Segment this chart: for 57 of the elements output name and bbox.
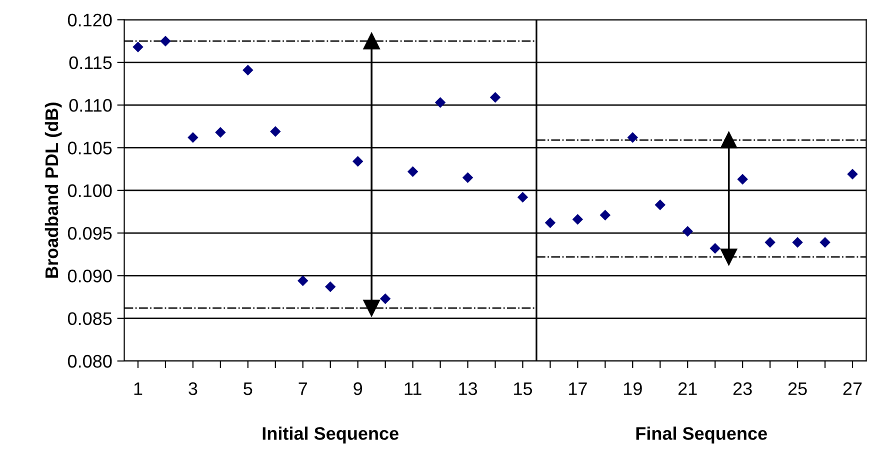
point xyxy=(490,92,501,103)
text: Initial Sequence xyxy=(262,426,398,444)
y-tick-label: 0.120 xyxy=(68,14,112,26)
x-tick-label: 25 xyxy=(788,382,807,396)
x-tick-label: 9 xyxy=(354,382,362,396)
point xyxy=(363,32,380,50)
point xyxy=(792,237,803,248)
point xyxy=(380,293,391,304)
x-tick-label: 13 xyxy=(459,382,478,396)
point xyxy=(324,281,336,292)
x-tick-label: 11 xyxy=(404,382,422,395)
point xyxy=(572,214,584,225)
point xyxy=(407,166,418,177)
text: Final Sequence xyxy=(636,426,767,444)
point xyxy=(737,174,748,185)
point xyxy=(654,200,666,210)
x-tick-label: 19 xyxy=(624,382,642,396)
x-tick-label: 23 xyxy=(733,382,752,396)
y-tick-label: 0.115 xyxy=(69,56,112,70)
point xyxy=(627,132,638,143)
point xyxy=(298,275,308,286)
x-tick-label: 3 xyxy=(188,382,198,396)
point xyxy=(847,168,858,180)
point xyxy=(544,217,556,228)
y-tick-label: 0.090 xyxy=(68,270,112,282)
point xyxy=(270,126,281,137)
y-tick-label: 0.085 xyxy=(68,312,112,326)
x-tick-label: 5 xyxy=(244,382,252,396)
x-tick-label: 21 xyxy=(678,382,697,395)
y-tick-label: 0.105 xyxy=(68,142,112,154)
x-tick-label: 7 xyxy=(298,382,307,395)
x-tick-label: 1 xyxy=(134,382,142,395)
y-tick-label: 0.100 xyxy=(68,184,112,198)
point xyxy=(352,156,364,167)
point xyxy=(242,64,254,76)
point xyxy=(720,132,738,148)
point xyxy=(215,126,226,138)
y-tick-label: 0.110 xyxy=(69,99,112,112)
point xyxy=(820,237,830,248)
point xyxy=(682,226,693,237)
point xyxy=(188,132,198,143)
x-tick-label: 17 xyxy=(569,382,587,395)
y-axis-title: Broadband PDL (dB) xyxy=(44,102,62,278)
point xyxy=(434,97,446,108)
y-tick-label: 0.080 xyxy=(68,354,112,368)
point xyxy=(132,42,144,52)
point xyxy=(462,172,474,183)
x-tick-label: 15 xyxy=(514,382,532,396)
y-tick-label: 0.095 xyxy=(68,226,112,240)
point xyxy=(710,243,720,254)
point xyxy=(600,210,611,220)
point xyxy=(764,237,776,248)
point xyxy=(720,248,738,266)
point xyxy=(517,192,528,203)
point xyxy=(363,300,380,316)
point xyxy=(160,36,171,46)
x-tick-label: 27 xyxy=(843,382,862,395)
